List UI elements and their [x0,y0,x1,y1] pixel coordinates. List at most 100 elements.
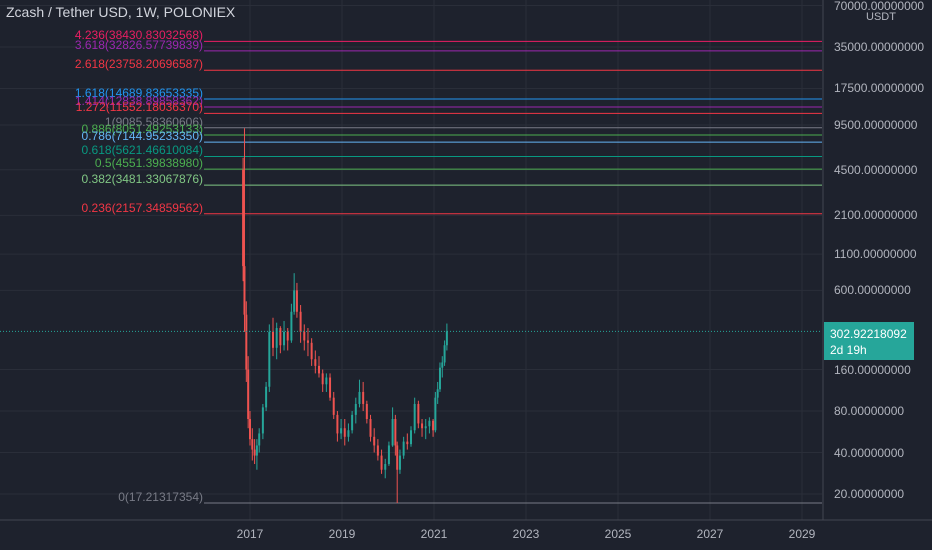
candle-body [310,342,313,360]
candle-body [421,423,424,429]
candle-body [413,403,416,431]
candle-body [286,331,289,341]
fib-label-1.272: 1.272(11552.18036370) [75,100,203,115]
candle-body [424,426,427,429]
candle-body [417,403,420,424]
candle-body [299,311,302,332]
candle-body [402,441,405,456]
price-tick-label: 1100.00000000 [834,247,917,262]
fib-label-4.236: 4.236(38430.83032568) [74,28,203,43]
candle-body [358,391,361,404]
time-tick-label: 2017 [236,527,264,541]
candles [242,128,448,504]
candle-body [376,445,379,456]
candle-body [387,445,390,465]
fib-label-0.236: 0.236(2157.34859562) [81,200,203,215]
candle-body [283,331,286,346]
time-tick-label: 2021 [420,527,448,541]
candle-body [275,328,278,348]
candle-body [445,331,448,346]
price-tick-label: 80.00000000 [834,404,905,419]
candle-body [295,290,298,312]
time-tick-label: 2029 [788,527,816,541]
candle-body [398,455,401,470]
candle-body [340,428,343,434]
candle-body [290,311,293,341]
fib-label-0.382: 0.382(3481.33067876) [81,172,203,187]
candle-body [253,449,256,456]
candle-body [279,328,282,346]
candle-body [347,430,350,437]
fib-label-1.414: 1.414(12838.89858362) [74,94,203,109]
candle-body [255,445,258,456]
candle-body [314,359,317,366]
time-tick-label: 2025 [604,527,632,541]
chart-title: Zcash / Tether USD, 1W, POLONIEX [6,4,236,20]
candle-body [354,403,357,415]
bar-countdown: 2d 19h [830,343,867,357]
candle-body [306,340,309,343]
time-tick-label: 2027 [696,527,724,541]
candle-body [332,397,335,415]
candle-body [325,377,328,385]
price-tick-label: 4500.00000000 [834,162,918,177]
candle-body [351,414,354,431]
price-tick-label: 600.00000000 [834,283,911,298]
price-tick-label: 70000.00000000 [834,0,925,13]
price-tick-label: 9500.00000000 [834,118,918,133]
candle-body [443,345,446,363]
candle-body [321,373,324,385]
current-price-value: 302.92218092 [830,327,907,341]
candle-body [380,455,383,470]
candle-body [365,403,368,420]
price-tick-label: 160.00000000 [834,362,911,377]
candle-body [261,407,264,434]
candle-body [272,331,274,348]
fib-label-0.786: 0.786(7144.95233350) [81,129,203,144]
candle-body [428,420,431,427]
price-tick-label: 2100.00000000 [834,208,918,223]
fib-label-0: 0(17.21317354) [118,489,203,504]
fib-label-3.618: 3.618(32826.57739839) [74,37,203,52]
candle-body [369,419,372,437]
candle-body [318,365,320,374]
candle-body [362,391,365,404]
candle-body [293,290,296,312]
fib-label-0.618: 0.618(5621.46610084) [81,143,203,158]
candle-body [434,397,437,431]
candle-body [336,414,339,434]
price-tick-label: 20.00000000 [834,487,905,501]
fib-label-2.618: 2.618(23758.20696587) [74,57,203,72]
candle-body [245,314,248,370]
candle-body [243,266,246,315]
candle-body [441,362,444,368]
candle-body [249,419,251,440]
candle-body [432,420,435,431]
price-tick-label: 40.00000000 [834,445,905,460]
candle-body [343,428,346,437]
price-unit: USDT [866,11,896,23]
fib-label-1: 1(9085.58360606) [104,114,203,129]
candle-body [438,367,441,390]
time-tick-label: 2019 [328,527,356,541]
fib-label-1.618: 1.618(14689.83653335) [74,85,203,100]
candle-body [329,377,332,398]
time-tick-label: 2023 [512,527,540,541]
candle-body [258,433,261,446]
candle-body [251,439,254,450]
candle-body [394,419,397,446]
candle-body [391,419,394,446]
candle-body [396,445,399,470]
candle-body [303,331,306,341]
candle-body [410,430,412,445]
candle-body [406,441,409,445]
candle-body [247,369,250,420]
candle-body [268,331,271,387]
fib-label-0.5: 0.5(4551.39838980) [94,156,203,171]
candle-body [436,389,439,398]
current-price-badge: 302.92218092 2d 19h [824,322,914,360]
candle-body [265,386,268,408]
candle-body [373,436,376,446]
